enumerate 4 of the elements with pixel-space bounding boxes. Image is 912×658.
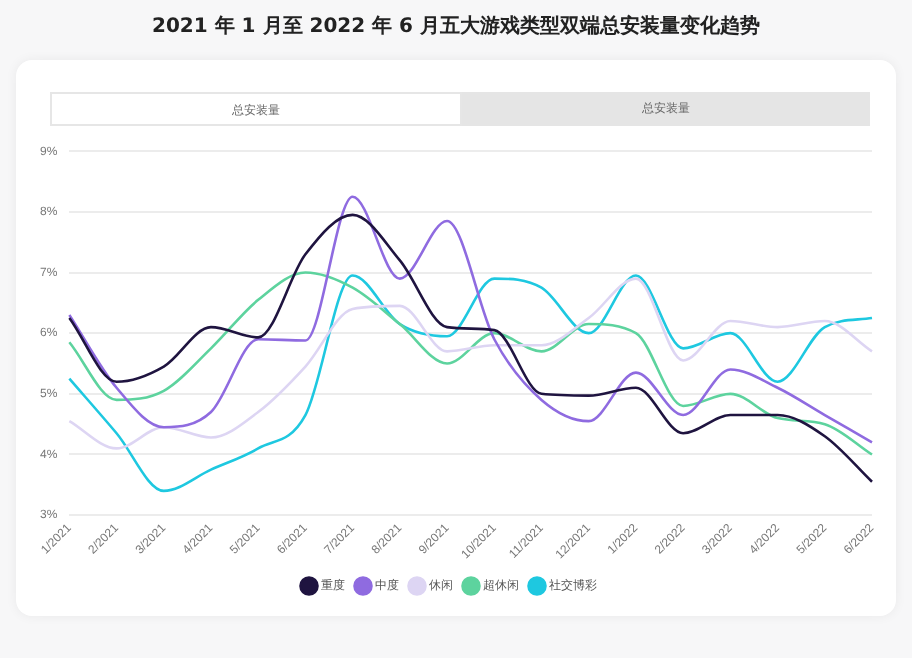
line-series — [68, 213, 874, 484]
chart-title: 2021 年 1 月至 2022 年 6 月五大游戏类型双端总安装量变化趋势 — [150, 12, 762, 40]
line-series — [68, 274, 874, 493]
line-series — [68, 195, 874, 444]
